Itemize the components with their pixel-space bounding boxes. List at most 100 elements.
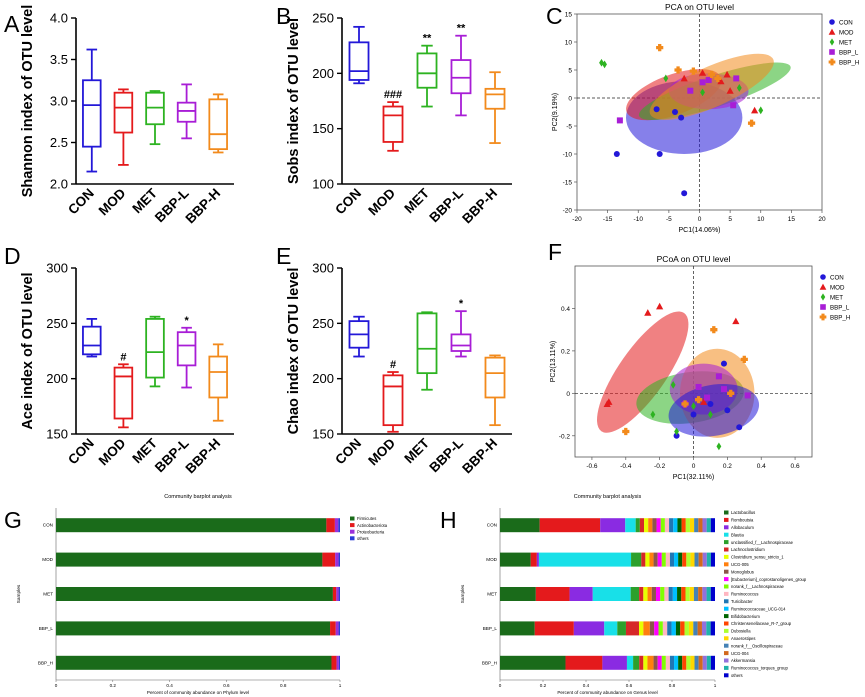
legend-label: norank_f__Oscillospiraceae: [731, 643, 783, 648]
point-con: [653, 106, 660, 113]
bar-segment: [694, 552, 699, 567]
legend-swatch: [724, 591, 729, 596]
bar-segment: [530, 552, 537, 567]
panel-labels: A B C D E F G H: [4, 3, 563, 533]
chart-title: PCA on OTU level: [665, 2, 734, 12]
legend-label: others: [731, 673, 743, 678]
y-tick-label: -20: [563, 208, 573, 215]
bar-segment: [56, 552, 323, 567]
box-iqr: [145, 318, 165, 379]
panel-label-f: F: [548, 239, 562, 265]
x-tick-label: 0.2: [723, 463, 732, 470]
box-mod: # MOD: [365, 359, 404, 468]
y-tick-label: 300: [312, 261, 334, 276]
bar-segment: [664, 518, 670, 533]
point-con: [707, 400, 714, 407]
y-tick-label: 3.5: [50, 52, 68, 67]
point-met: [700, 88, 705, 97]
scatter-chart-c: PCA on OTU level -20 -15 -10 -5 0 5 10 15 20 -20 -1…: [552, 2, 859, 234]
point-bbp-l: [829, 49, 835, 55]
legend-label: BBP_H: [830, 315, 850, 322]
bar-segment: [661, 552, 666, 567]
x-tick-label: 0.8: [669, 683, 676, 688]
bar-row-mod: MOD: [486, 552, 715, 567]
sample-label: BBP_H: [38, 660, 53, 665]
y-tick-label: -0.2: [559, 433, 571, 440]
bar-segment: [534, 621, 574, 636]
y-tick-label: 250: [312, 316, 334, 331]
legend-label: CON: [830, 275, 844, 282]
point-con: [720, 360, 727, 367]
bar-segment: [657, 552, 662, 567]
x-tick-label: 20: [818, 216, 826, 223]
panel-label-h: H: [440, 507, 457, 533]
point-mod: [732, 317, 740, 325]
category-label: MOD: [96, 185, 129, 218]
sample-label: CON: [43, 523, 53, 528]
y-tick-label: 0: [566, 391, 570, 398]
legend-label: Lactobacillus: [731, 510, 755, 515]
point-bbp-l: [699, 79, 706, 86]
panel-label-b: B: [276, 3, 291, 29]
bar-segment: [500, 552, 531, 567]
box-mod: ### MOD: [365, 89, 404, 218]
significance-mark: #: [120, 351, 126, 363]
y-tick-label: 150: [312, 121, 334, 136]
ellipse-con: [668, 384, 760, 437]
point-bbp-l: [704, 394, 711, 401]
point-con: [613, 151, 620, 157]
category-label: CON: [65, 436, 97, 468]
point-con: [736, 424, 743, 431]
x-tick-label: 0.6: [791, 463, 800, 470]
bar-segment: [330, 621, 336, 636]
chart-title: Community barplot analysis: [574, 494, 642, 500]
bar-segment: [639, 587, 644, 601]
bar-segment: [701, 621, 707, 636]
legend-swatch: [724, 673, 729, 678]
point-bbp-h: [747, 119, 756, 127]
box-con: CON: [65, 318, 102, 468]
legend-label: CON: [839, 20, 853, 27]
bar-segment: [661, 655, 666, 670]
category-label: BBP-L: [426, 436, 466, 476]
legend-label: MOD: [830, 285, 845, 292]
legend-label: UCG-005: [731, 562, 749, 567]
bar-segment: [693, 587, 699, 601]
bar-segment: [698, 587, 703, 601]
bar-segment: [673, 518, 678, 533]
bar-segment: [653, 655, 658, 670]
bar-segment: [625, 621, 639, 636]
point-bbp-h: [681, 400, 689, 408]
legend-swatch: [724, 562, 729, 567]
bar-segment: [639, 655, 644, 670]
point-met: [663, 74, 669, 83]
category-label: BBP-H: [459, 186, 500, 227]
bar-segment: [686, 552, 691, 567]
box-iqr: [208, 98, 228, 151]
bar-segment: [665, 655, 670, 670]
box-iqr: [113, 91, 134, 134]
legend-label: BBP_H: [839, 60, 859, 67]
point-bbp-l: [687, 87, 694, 94]
x-tick-label: 5: [728, 216, 732, 223]
point-bbp-l: [820, 304, 826, 310]
y-tick-label: 250: [46, 316, 68, 331]
y-tick-label: 3.0: [50, 94, 68, 109]
panel-label-d: D: [4, 243, 21, 269]
point-bbp-l: [695, 383, 702, 390]
point-mod: [698, 69, 707, 76]
bar-segment: [674, 552, 679, 567]
legend-swatch: [350, 536, 355, 541]
panel-label-e: E: [276, 243, 291, 269]
bar-segment: [500, 518, 540, 533]
point-mod: [700, 398, 708, 405]
legend-label: Allobaculum: [731, 525, 754, 530]
box-iqr: [82, 325, 102, 356]
bar-segment: [338, 518, 340, 533]
bar-segment: [694, 655, 699, 670]
bar-segment: [698, 518, 703, 533]
bar-segment: [710, 655, 715, 670]
bar-segment: [539, 518, 601, 533]
legend-label: unclassified_f__Lachnospiraceae: [731, 540, 794, 545]
